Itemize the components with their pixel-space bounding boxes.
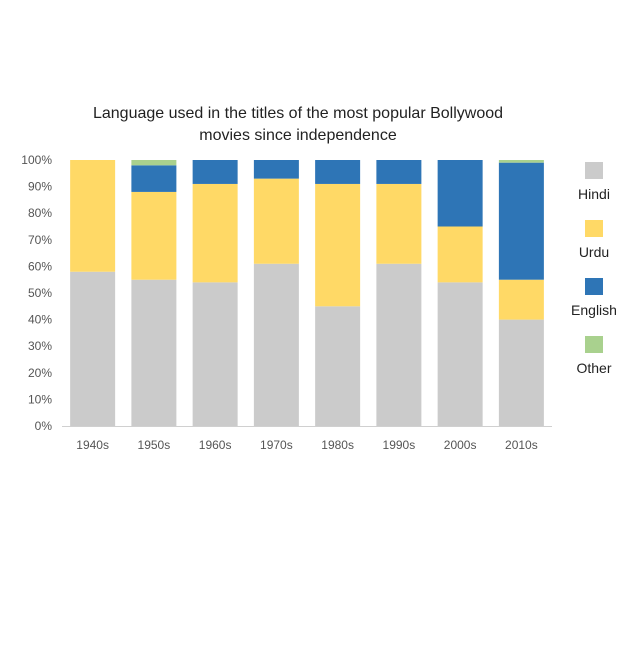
x-tick-label: 1980s: [321, 438, 354, 452]
bar-segment-urdu-1990s: [376, 183, 422, 264]
bar-segment-other-1950s: [131, 160, 177, 166]
x-tick-label: 1960s: [199, 438, 232, 452]
legend-label-urdu: Urdu: [579, 244, 609, 260]
legend-label-english: English: [571, 302, 617, 318]
bar-segment-english-1970s: [253, 160, 299, 179]
bar-segment-hindi-1970s: [253, 263, 299, 426]
y-tick-label: 20%: [28, 366, 52, 380]
bar-segment-hindi-2000s: [437, 282, 483, 426]
legend-swatch-other: [585, 336, 603, 353]
legend-swatch-urdu: [585, 220, 603, 237]
x-tick-label: 1990s: [383, 438, 416, 452]
bar-segment-hindi-1990s: [376, 263, 422, 426]
legend-swatch-hindi: [585, 162, 603, 179]
y-tick-label: 100%: [21, 153, 52, 167]
x-tick-label: 1940s: [76, 438, 109, 452]
bar-segment-urdu-1980s: [315, 183, 361, 307]
bar-segment-english-2000s: [437, 160, 483, 227]
bar-segment-urdu-2010s: [498, 279, 544, 320]
bar-segment-hindi-2010s: [498, 319, 544, 426]
bar-segment-urdu-2000s: [437, 226, 483, 283]
y-tick-label: 80%: [28, 206, 52, 220]
x-tick-label: 1950s: [138, 438, 171, 452]
bar-segment-english-1950s: [131, 165, 177, 192]
chart-title-line: movies since independence: [199, 127, 397, 144]
y-tick-label: 10%: [28, 392, 52, 406]
bar-segment-hindi-1960s: [192, 282, 238, 426]
x-tick-label: 2010s: [505, 438, 538, 452]
legend-swatch-english: [585, 278, 603, 295]
bar-segment-urdu-1950s: [131, 191, 177, 280]
bar-segment-urdu-1970s: [253, 178, 299, 264]
chart-title-line: Language used in the titles of the most …: [93, 105, 503, 122]
bar-segment-urdu-1960s: [192, 183, 238, 283]
y-tick-label: 40%: [28, 313, 52, 327]
bar-segment-english-1980s: [315, 160, 361, 184]
x-tick-label: 2000s: [444, 438, 477, 452]
legend-label-other: Other: [576, 360, 611, 376]
x-tick-label: 1970s: [260, 438, 293, 452]
y-tick-label: 60%: [28, 259, 52, 273]
y-tick-label: 70%: [28, 233, 52, 247]
bar-segment-english-1990s: [376, 160, 422, 184]
y-tick-label: 50%: [28, 286, 52, 300]
y-tick-label: 30%: [28, 339, 52, 353]
y-tick-label: 90%: [28, 180, 52, 194]
bar-segment-english-1960s: [192, 160, 238, 184]
bar-segment-hindi-1950s: [131, 279, 177, 426]
bar-segment-other-2010s: [498, 160, 544, 163]
bar-segment-hindi-1940s: [70, 271, 116, 426]
y-tick-label: 0%: [35, 419, 53, 433]
legend-label-hindi: Hindi: [578, 186, 610, 202]
bar-segment-hindi-1980s: [315, 306, 361, 426]
bar-segment-english-2010s: [498, 162, 544, 280]
bar-segment-urdu-1940s: [70, 160, 116, 272]
